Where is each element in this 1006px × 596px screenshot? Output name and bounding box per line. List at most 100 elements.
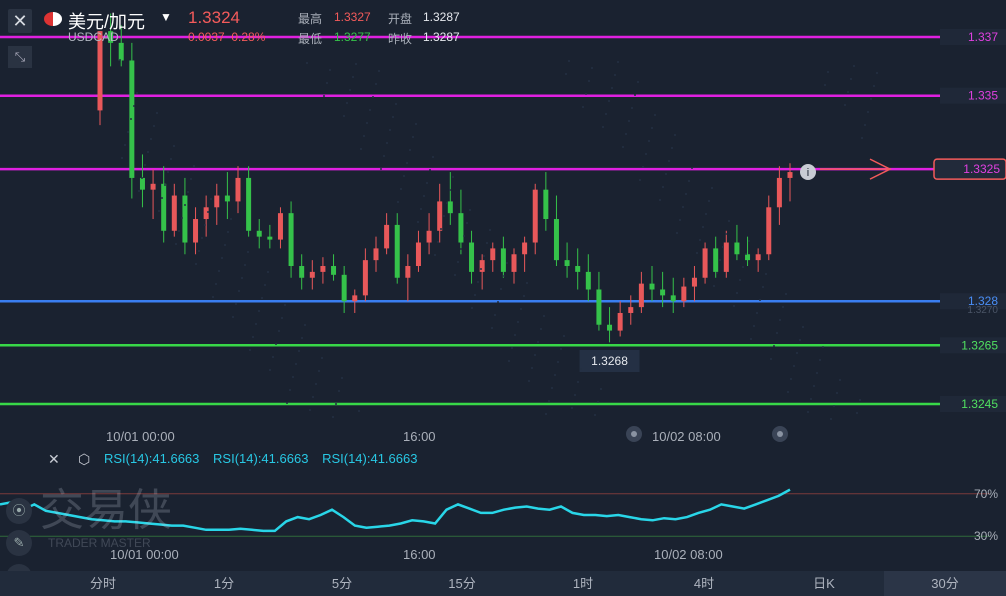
map-dot	[856, 412, 858, 414]
current-price-tag	[933, 158, 1006, 180]
map-dot	[281, 317, 283, 319]
map-dot	[654, 114, 656, 116]
close-icon[interactable]: ✕	[8, 9, 32, 33]
map-dot	[170, 158, 172, 160]
candle-body	[299, 266, 305, 278]
pair-name[interactable]: 美元/加元	[68, 12, 146, 32]
map-dot	[369, 109, 371, 111]
candle-body	[702, 248, 708, 278]
map-dot	[785, 293, 787, 295]
map-dot	[141, 177, 143, 179]
prev-close-value: 1.3287	[423, 30, 460, 44]
map-dot	[363, 135, 365, 137]
map-dot	[218, 270, 220, 272]
map-dot	[600, 388, 602, 390]
map-dot	[659, 199, 661, 201]
map-dot	[637, 81, 639, 83]
chevron-down-icon[interactable]: ▼	[160, 10, 172, 24]
map-dot	[733, 305, 735, 307]
level-tag	[940, 337, 1006, 354]
map-dot	[454, 274, 456, 276]
candle-body	[331, 266, 337, 275]
settings-icon[interactable]: ⬡	[78, 451, 91, 467]
pencil-icon[interactable]: ✎	[6, 530, 32, 556]
map-dot	[232, 316, 234, 318]
map-dot	[500, 288, 502, 290]
candle-body	[362, 260, 368, 296]
prev-close-label: 昨收	[388, 32, 413, 46]
tab-1h[interactable]: 1时	[572, 576, 594, 591]
map-dot	[545, 413, 547, 415]
map-dot	[338, 390, 340, 392]
map-dot	[352, 76, 354, 78]
level-label: 1.328	[968, 294, 998, 308]
price-levels: 1.3371.3351.33251.3281.32651.32451.3325i…	[0, 29, 1006, 412]
tab-timeline[interactable]: 分时	[89, 576, 116, 591]
tab-5min[interactable]: 5分	[331, 576, 353, 591]
level-label: 1.337	[968, 30, 998, 44]
level-tag	[940, 29, 1006, 45]
map-dot	[591, 67, 593, 69]
candle-body	[628, 307, 634, 313]
map-dot	[452, 176, 454, 178]
rsi-label: RSI(14):41.6663	[213, 451, 309, 466]
candle-body	[755, 254, 761, 261]
map-dot	[816, 372, 818, 374]
map-dot	[489, 229, 491, 231]
map-dot	[335, 403, 337, 405]
map-dot	[474, 294, 476, 296]
low-value: 1.3277	[334, 30, 371, 44]
rsi-line	[0, 488, 791, 533]
map-dot	[449, 189, 451, 191]
map-dot	[491, 327, 493, 329]
trend-icon[interactable]: ⦿	[6, 498, 32, 524]
tab-1min[interactable]: 1分	[213, 576, 235, 591]
map-dot	[824, 84, 826, 86]
map-dot	[133, 105, 135, 107]
map-dot	[181, 217, 183, 219]
map-dot	[230, 218, 232, 220]
map-dot	[537, 341, 539, 343]
map-dot	[264, 284, 266, 286]
info-icon	[800, 164, 816, 180]
tab-4h[interactable]: 4时	[693, 576, 715, 591]
map-dot	[275, 343, 277, 345]
candle-body	[309, 271, 315, 278]
candle-body	[246, 177, 252, 231]
tab-15min[interactable]: 15分	[448, 576, 476, 591]
map-dot	[215, 283, 217, 285]
map-dot	[676, 232, 678, 234]
map-dot	[711, 187, 713, 189]
open-value: 1.3287	[423, 10, 460, 24]
candle-body	[734, 242, 740, 255]
map-dot	[574, 394, 576, 396]
low-marker	[579, 350, 640, 372]
map-dot	[286, 402, 288, 404]
map-dot	[486, 242, 488, 244]
map-dot	[119, 59, 121, 61]
map-dot	[861, 137, 863, 139]
map-dot	[790, 378, 792, 380]
map-dot	[415, 123, 417, 125]
expand-icon[interactable]: ⤡	[8, 46, 32, 68]
candle-body	[97, 31, 103, 111]
map-dot	[631, 107, 633, 109]
map-dot	[602, 126, 604, 128]
map-dot	[420, 208, 422, 210]
map-dot	[477, 281, 479, 283]
map-dot	[787, 391, 789, 393]
map-dot	[304, 324, 306, 326]
tab-daily[interactable]: 日K	[813, 576, 835, 591]
map-dot	[249, 349, 251, 351]
tab-30min[interactable]: 30分	[884, 571, 1006, 596]
flag-icon	[44, 12, 62, 26]
close-indicator-icon[interactable]: ✕	[48, 451, 60, 467]
map-dot	[748, 240, 750, 242]
map-dot	[241, 277, 243, 279]
map-dot	[859, 399, 861, 401]
map-dot	[221, 257, 223, 259]
map-dot	[121, 157, 123, 159]
map-dot	[238, 290, 240, 292]
candle-body	[469, 242, 475, 272]
